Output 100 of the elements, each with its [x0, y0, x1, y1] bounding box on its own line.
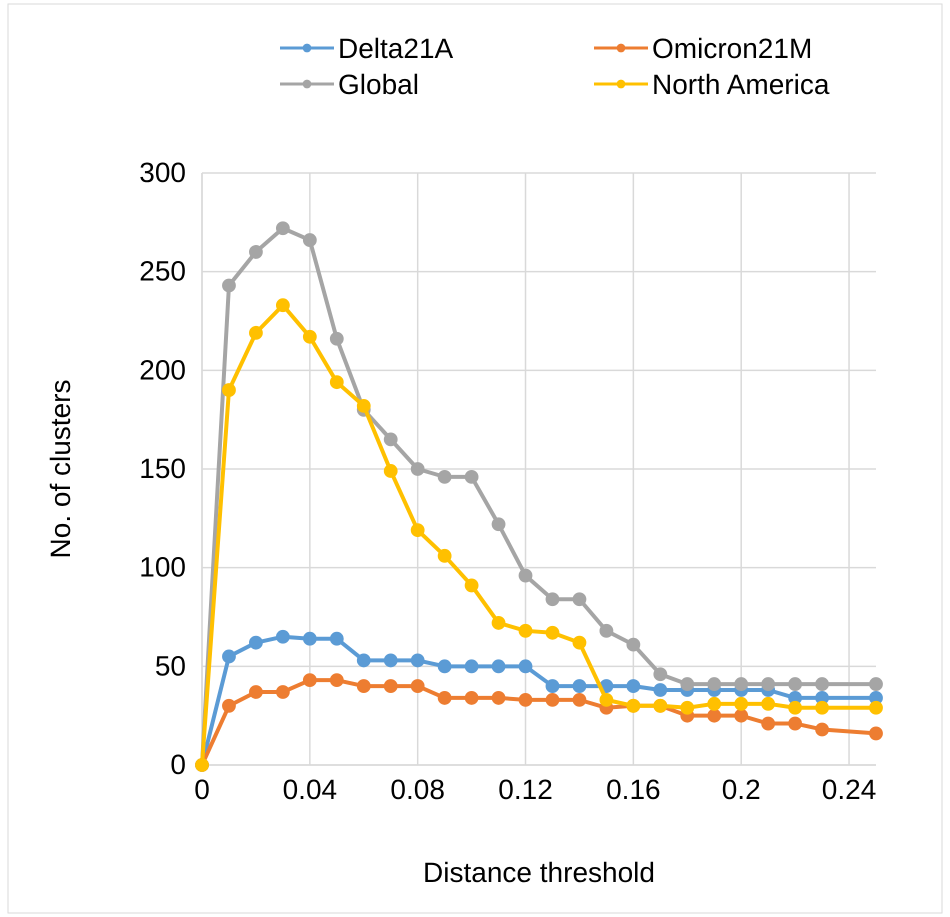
y-tick-label: 100 [139, 552, 186, 583]
y-tick-label: 0 [170, 748, 186, 780]
point [518, 568, 532, 582]
point [680, 677, 694, 691]
y-tick-label: 300 [139, 156, 186, 188]
point [384, 679, 398, 693]
point [492, 691, 506, 705]
x-tick-label: 0.08 [390, 774, 445, 805]
point [572, 592, 586, 606]
point [249, 326, 263, 340]
point [410, 679, 425, 693]
x-axis-title: Distance threshold [423, 857, 655, 888]
x-tick-label: 0.24 [822, 774, 876, 805]
point [356, 679, 371, 693]
point [438, 470, 452, 484]
point [626, 638, 640, 652]
point [761, 696, 776, 711]
legend-label: Delta21A [338, 33, 454, 64]
point [546, 692, 560, 707]
point [276, 630, 290, 644]
point [707, 677, 722, 691]
point [572, 679, 586, 693]
point [680, 700, 694, 715]
point [815, 700, 829, 715]
x-tick-label: 0.16 [606, 774, 661, 805]
point [330, 673, 344, 688]
x-tick-label: 0.2 [722, 774, 761, 805]
point [464, 578, 479, 592]
point [222, 278, 236, 292]
point [653, 683, 668, 697]
point [869, 700, 883, 715]
point [410, 462, 425, 476]
point [249, 636, 263, 650]
point [464, 659, 479, 674]
point [384, 432, 398, 446]
legend-label: North America [652, 69, 830, 100]
point [222, 650, 236, 664]
point [599, 692, 614, 707]
point [572, 692, 586, 707]
point [707, 708, 722, 723]
point [788, 677, 802, 691]
point [492, 517, 506, 532]
point [572, 636, 586, 650]
point [464, 691, 479, 705]
legend-label: Omicron21M [652, 33, 812, 64]
point [869, 726, 883, 740]
point [222, 698, 236, 713]
point [276, 221, 290, 236]
point [869, 677, 883, 691]
point [734, 708, 748, 723]
point [815, 677, 829, 691]
point [302, 632, 317, 646]
point [330, 375, 344, 390]
legend-label: Global [338, 69, 419, 100]
point [438, 659, 452, 674]
point [788, 700, 802, 715]
point [546, 679, 560, 693]
y-tick-label: 250 [139, 256, 186, 287]
point [518, 624, 532, 638]
point [302, 673, 317, 688]
point [410, 654, 425, 668]
point [438, 548, 452, 563]
y-tick-label: 50 [154, 650, 186, 682]
point [761, 716, 776, 730]
point [492, 659, 506, 674]
point [518, 659, 532, 674]
x-tick-label: 0.12 [498, 774, 553, 805]
point [356, 654, 371, 668]
x-tick-label: 0.04 [282, 774, 338, 805]
x-tick-label: 0 [194, 774, 210, 805]
y-tick-label: 200 [139, 354, 186, 386]
point [492, 616, 506, 630]
point [222, 383, 236, 397]
point [761, 677, 776, 691]
point [626, 679, 640, 693]
point [249, 245, 263, 259]
point [356, 398, 371, 413]
point [546, 626, 560, 640]
point [410, 523, 425, 538]
point [599, 624, 614, 638]
point [815, 722, 829, 736]
y-tick-label: 150 [139, 452, 186, 484]
y-axis-title: No. of clusters [45, 380, 76, 558]
point [653, 667, 668, 682]
point [734, 696, 748, 711]
point [384, 654, 398, 668]
point [707, 696, 722, 711]
point [788, 716, 802, 730]
point [384, 464, 398, 478]
point [518, 692, 532, 707]
point [464, 470, 479, 484]
point [302, 330, 317, 344]
point [438, 691, 452, 705]
point [330, 632, 344, 646]
point [546, 592, 560, 606]
point [249, 685, 263, 699]
point [302, 233, 317, 247]
point [330, 332, 344, 346]
point [734, 677, 748, 691]
point [276, 685, 290, 699]
